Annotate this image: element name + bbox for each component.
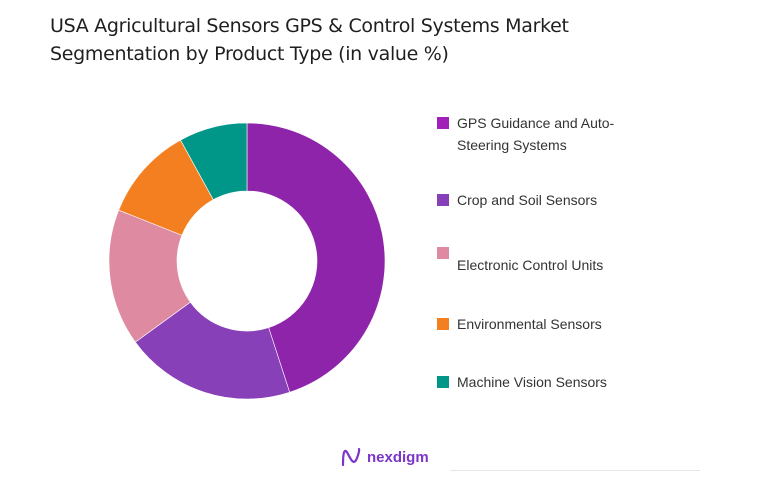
chart-title: USA Agricultural Sensors GPS & Control S… [50,12,750,68]
slice-crop-soil[interactable] [134,301,291,400]
legend-swatch-ecu [437,247,449,259]
legend-label-machine-vision: Machine Vision Sensors [457,374,607,390]
title-line-1: USA Agricultural Sensors GPS & Control S… [50,15,569,37]
nexdigm-logo: nexdigm [340,446,429,468]
legend-label-ecu: Electronic Control Units [457,257,604,273]
legend-item-ecu[interactable]: Electronic Control Units [437,242,603,276]
legend-swatch-gps [437,117,449,129]
legend-swatch-environmental [437,318,449,330]
legend-label-gps-1: GPS Guidance and Auto- [457,115,615,131]
legend-label-crop-soil: Crop and Soil Sensors [457,192,598,208]
slice-machine-vision[interactable] [180,122,248,201]
legend-swatch-crop-soil [437,194,449,206]
brand-name: nexdigm [367,448,429,466]
donut-slices [108,122,386,400]
legend-item-machine-vision[interactable]: Machine Vision Sensors [437,371,607,393]
nexdigm-wave-icon [341,447,361,467]
footer-divider [450,470,700,471]
legend-label-environmental: Environmental Sensors [457,316,602,332]
legend-swatch-machine-vision [437,376,449,388]
title-line-2: Segmentation by Product Type (in value %… [50,43,449,65]
legend-item-gps[interactable]: GPS Guidance and Auto- Steering Systems [437,112,614,156]
legend-item-crop-soil[interactable]: Crop and Soil Sensors [437,189,597,211]
legend-item-environmental[interactable]: Environmental Sensors [437,313,602,335]
slice-gps[interactable] [246,122,386,393]
legend-label-gps-2: Steering Systems [457,137,567,153]
